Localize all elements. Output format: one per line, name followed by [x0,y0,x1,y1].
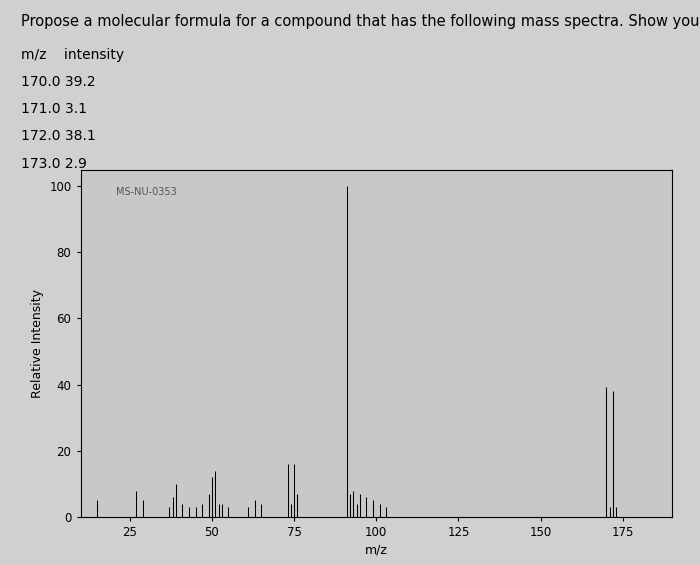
Text: MS-NU-0353: MS-NU-0353 [116,187,176,197]
Text: Propose a molecular formula for a compound that has the following mass spectra. : Propose a molecular formula for a compou… [21,14,700,29]
X-axis label: m/z: m/z [365,543,388,556]
Text: m/z    intensity: m/z intensity [21,48,124,62]
Text: 173.0 2.9: 173.0 2.9 [21,157,87,171]
Text: 172.0 38.1: 172.0 38.1 [21,129,96,144]
Text: 170.0 39.2: 170.0 39.2 [21,75,96,89]
Y-axis label: Relative Intensity: Relative Intensity [31,289,43,398]
Text: 171.0 3.1: 171.0 3.1 [21,102,87,116]
